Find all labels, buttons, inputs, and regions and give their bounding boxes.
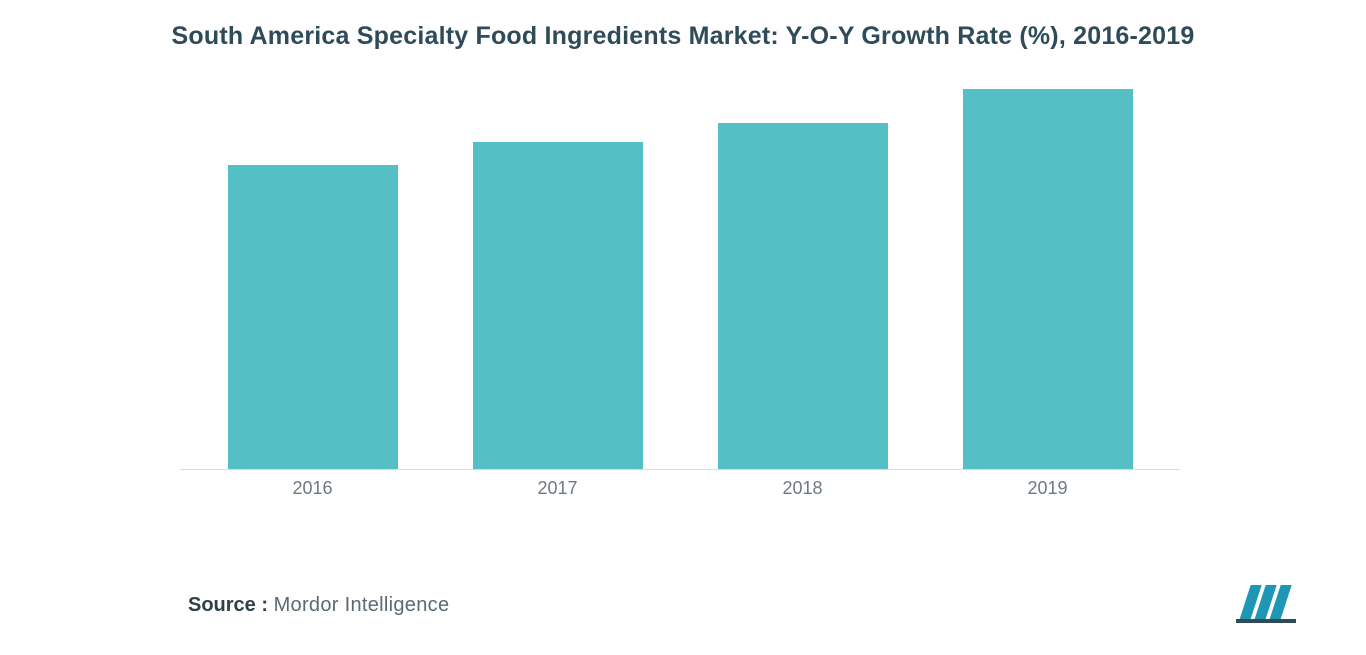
source-attribution: Source : Mordor Intelligence	[188, 594, 449, 617]
mordor-logo-icon	[1234, 581, 1306, 625]
x-label-2016: 2016	[228, 478, 398, 499]
x-label-2018: 2018	[718, 478, 888, 499]
bar-chart: 2016 2017 2018 2019	[180, 90, 1180, 500]
bar-2017	[473, 142, 643, 469]
bar-2018	[718, 123, 888, 469]
plot-area	[180, 90, 1180, 470]
x-label-2019: 2019	[963, 478, 1133, 499]
source-label: Source :	[188, 594, 268, 616]
chart-title: South America Specialty Food Ingredients…	[0, 22, 1366, 51]
bar-2019	[963, 89, 1133, 469]
bar-2016	[228, 165, 398, 469]
x-label-2017: 2017	[473, 478, 643, 499]
x-axis-labels: 2016 2017 2018 2019	[180, 478, 1180, 502]
source-value: Mordor Intelligence	[274, 594, 450, 616]
